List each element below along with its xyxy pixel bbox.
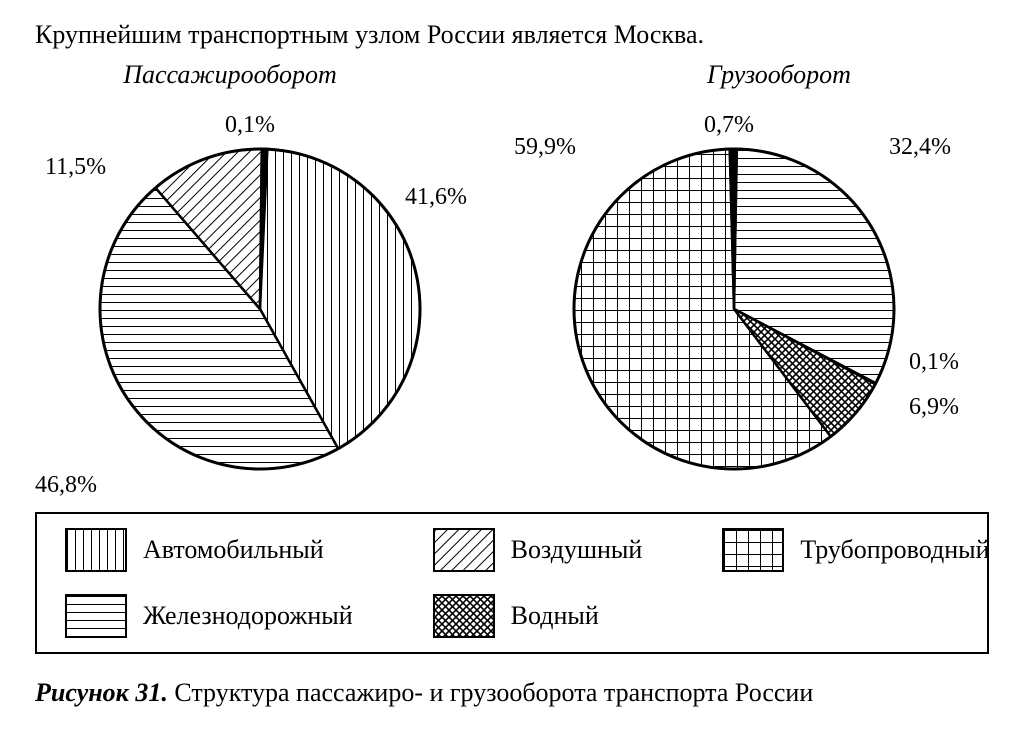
chart-title: Грузооборот	[707, 60, 851, 90]
legend-label: Автомобильный	[143, 535, 324, 565]
legend-label: Воздушный	[511, 535, 643, 565]
legend-swatch	[433, 528, 495, 572]
legend-label: Железнодорожный	[143, 601, 353, 631]
figure-caption-text: Структура пассажиро- и грузооборота тран…	[168, 678, 813, 707]
figure-number: Рисунок 31.	[35, 678, 168, 707]
cropped-context-text: Крупнейшим транспортным узлом России явл…	[35, 20, 989, 50]
legend-swatch	[65, 528, 127, 572]
legend-swatch	[722, 528, 784, 572]
chart-title: Пассажирооборот	[123, 60, 337, 90]
legend-label: Водный	[511, 601, 599, 631]
legend-item: Автомобильный	[65, 528, 353, 572]
legend-item: Железнодорожный	[65, 594, 353, 638]
pie-chart-freight: Грузооборот 32,4% 0,1% 6,9% 59,9% 0,7%	[509, 60, 989, 494]
legend-item: Воздушный	[433, 528, 643, 572]
slice-label: 0,1%	[909, 349, 959, 376]
slice-label: 0,1%	[225, 112, 275, 139]
slice-label: 59,9%	[514, 134, 576, 161]
figure-caption: Рисунок 31. Структура пассажиро- и грузо…	[35, 678, 989, 708]
slice-label: 0,7%	[704, 112, 754, 139]
slice-label: 6,9%	[909, 394, 959, 421]
slice-label: 11,5%	[45, 154, 106, 181]
legend-swatch	[433, 594, 495, 638]
legend-swatch	[65, 594, 127, 638]
legend-label: Трубопроводный	[800, 535, 989, 565]
slice-label: 32,4%	[889, 134, 951, 161]
legend: Автомобильный Железнодорожный Воздушный Вод…	[35, 512, 989, 654]
slice-label: 41,6%	[405, 184, 467, 211]
legend-item: Трубопроводный	[722, 528, 989, 572]
legend-item: Водный	[433, 594, 643, 638]
charts-row: Пассажирооборот41,6%46,8%11,5%0,1%Грузоо…	[35, 60, 989, 494]
pie-chart-passenger: Пассажирооборот41,6%46,8%11,5%0,1%	[35, 60, 505, 494]
slice-label: 46,8%	[35, 472, 97, 499]
